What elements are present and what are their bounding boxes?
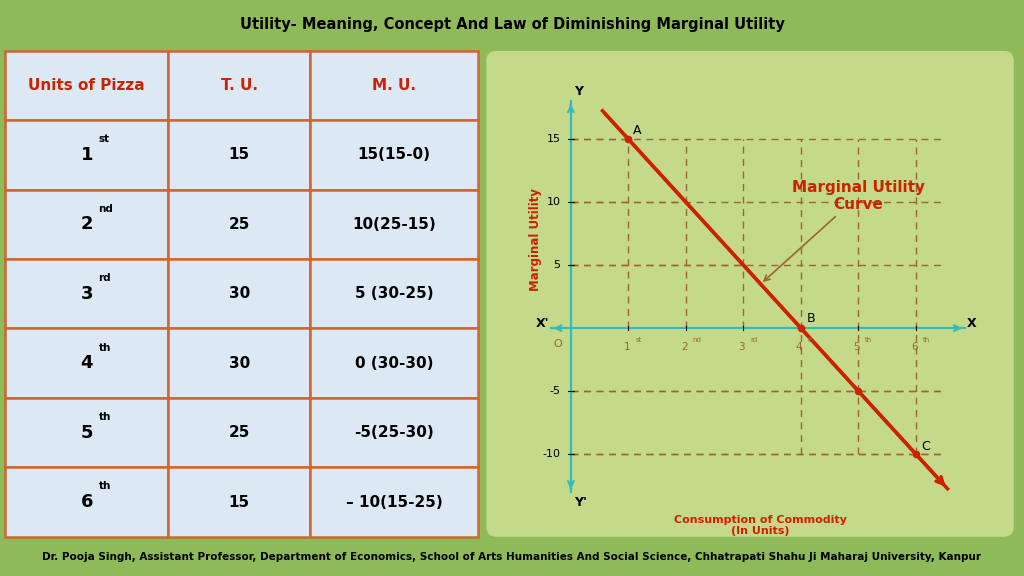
Bar (5, 467, 168, 537)
Bar (310, 51, 478, 120)
Text: 2: 2 (681, 342, 687, 352)
Text: th: th (98, 412, 111, 422)
Bar (5, 398, 168, 467)
Bar (5, 51, 168, 120)
Text: Utility- Meaning, Concept And Law of Diminishing Marginal Utility: Utility- Meaning, Concept And Law of Dim… (240, 17, 784, 32)
Text: st: st (635, 337, 642, 343)
Text: 15: 15 (547, 134, 560, 144)
Bar (5, 328, 168, 398)
Text: st: st (98, 134, 110, 144)
Text: rd: rd (751, 337, 758, 343)
Text: -5: -5 (550, 386, 560, 396)
Text: 4: 4 (81, 354, 93, 372)
Text: 1: 1 (81, 146, 93, 164)
Text: 15: 15 (228, 495, 250, 510)
Bar (168, 328, 310, 398)
Bar (5, 120, 168, 190)
Text: 6: 6 (911, 342, 918, 352)
Text: nd: nd (98, 203, 114, 214)
Text: -5(25-30): -5(25-30) (354, 425, 434, 440)
Text: -10: -10 (543, 449, 560, 459)
Text: A: A (633, 124, 641, 137)
Text: T. U.: T. U. (221, 78, 258, 93)
Text: Y: Y (573, 85, 583, 97)
Text: 4: 4 (796, 342, 803, 352)
Text: 1: 1 (624, 342, 630, 352)
Text: th: th (865, 337, 872, 343)
Bar (310, 398, 478, 467)
Text: 25: 25 (228, 425, 250, 440)
Bar (168, 51, 310, 120)
Text: 0 (30-30): 0 (30-30) (355, 356, 433, 371)
Text: 5: 5 (554, 260, 560, 270)
Bar (310, 328, 478, 398)
Text: 25: 25 (228, 217, 250, 232)
Text: nd: nd (693, 337, 701, 343)
Text: – 10(15-25): – 10(15-25) (346, 495, 442, 510)
Bar (168, 398, 310, 467)
Text: Marginal Utility
Curve: Marginal Utility Curve (764, 180, 925, 281)
Bar (310, 259, 478, 328)
FancyBboxPatch shape (486, 51, 1014, 537)
Text: rd: rd (98, 273, 112, 283)
Text: th: th (98, 482, 111, 491)
Text: 10: 10 (547, 197, 560, 207)
Text: Marginal Utility: Marginal Utility (528, 188, 542, 291)
Text: Dr. Pooja Singh, Assistant Professor, Department of Economics, School of Arts Hu: Dr. Pooja Singh, Assistant Professor, De… (43, 552, 981, 562)
Text: Y': Y' (573, 496, 587, 509)
Text: 3: 3 (738, 342, 745, 352)
Text: C: C (922, 441, 931, 453)
Text: 30: 30 (228, 356, 250, 371)
Text: 15: 15 (228, 147, 250, 162)
Text: O: O (554, 339, 562, 350)
Text: 3: 3 (81, 285, 93, 303)
Text: 6: 6 (81, 493, 93, 511)
Bar (168, 190, 310, 259)
Text: th: th (808, 337, 815, 343)
Text: M. U.: M. U. (373, 78, 416, 93)
Text: 2: 2 (81, 215, 93, 233)
Text: 30: 30 (228, 286, 250, 301)
Text: X: X (967, 317, 976, 329)
Bar (310, 467, 478, 537)
Text: Units of Pizza: Units of Pizza (29, 78, 145, 93)
Text: 5 (30-25): 5 (30-25) (355, 286, 433, 301)
Bar (168, 259, 310, 328)
Text: Consumption of Commodity
(In Units): Consumption of Commodity (In Units) (674, 514, 847, 536)
Text: th: th (923, 337, 930, 343)
Bar (310, 190, 478, 259)
Text: 5: 5 (81, 424, 93, 442)
Text: 10(25-15): 10(25-15) (352, 217, 436, 232)
Text: X': X' (536, 317, 549, 329)
Bar (5, 190, 168, 259)
Text: 15(15-0): 15(15-0) (357, 147, 431, 162)
Bar (5, 259, 168, 328)
Text: B: B (807, 312, 815, 325)
Bar (310, 120, 478, 190)
Bar (168, 467, 310, 537)
Text: 5: 5 (853, 342, 860, 352)
Text: th: th (98, 343, 111, 353)
Bar (168, 120, 310, 190)
